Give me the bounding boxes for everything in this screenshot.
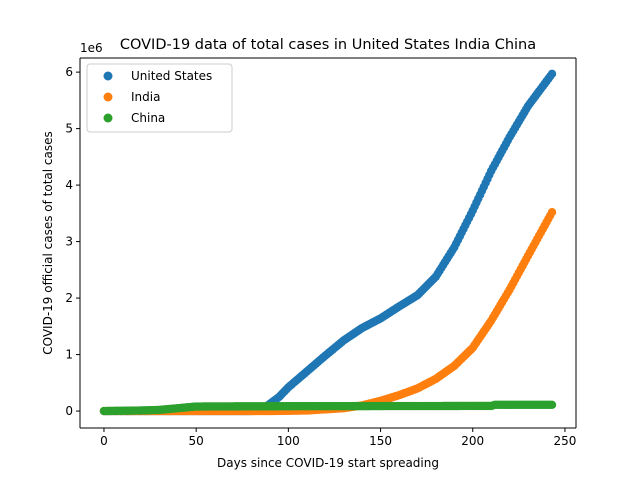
legend-marker [103,71,113,81]
x-tick-label: 100 [277,434,300,448]
data-point [547,69,557,79]
legend-label: China [131,111,165,125]
y-offset-text: 1e6 [80,41,103,55]
legend-marker [103,113,113,123]
data-marks [99,69,557,416]
legend-marker [103,92,113,102]
y-tick-label: 3 [65,235,73,249]
x-tick-label: 150 [369,434,392,448]
legend-label: India [131,90,160,104]
y-axis-label: COVID-19 official cases of total cases [41,131,55,355]
series-china [99,400,557,416]
x-tick-label: 250 [553,434,576,448]
legend-label: United States [131,69,212,83]
y-tick-label: 4 [65,178,73,192]
y-axis-ticks: 0 1 2 3 4 5 6 [65,65,80,418]
y-tick-label: 2 [65,291,73,305]
x-axis-label: Days since COVID-19 start spreading [217,456,439,470]
x-axis-ticks: 0 50 100 150 200 250 [100,428,576,448]
legend: United States India China [86,63,233,133]
legend-frame [86,63,233,133]
y-tick-label: 5 [65,122,73,136]
x-tick-label: 0 [100,434,108,448]
chart-title: COVID-19 data of total cases in United S… [120,37,536,53]
y-tick-label: 0 [65,404,73,418]
y-tick-label: 6 [65,65,73,79]
data-point [547,208,557,217]
y-tick-label: 1 [65,348,73,362]
data-point [547,400,557,410]
x-tick-label: 50 [189,434,204,448]
x-tick-label: 200 [461,434,484,448]
